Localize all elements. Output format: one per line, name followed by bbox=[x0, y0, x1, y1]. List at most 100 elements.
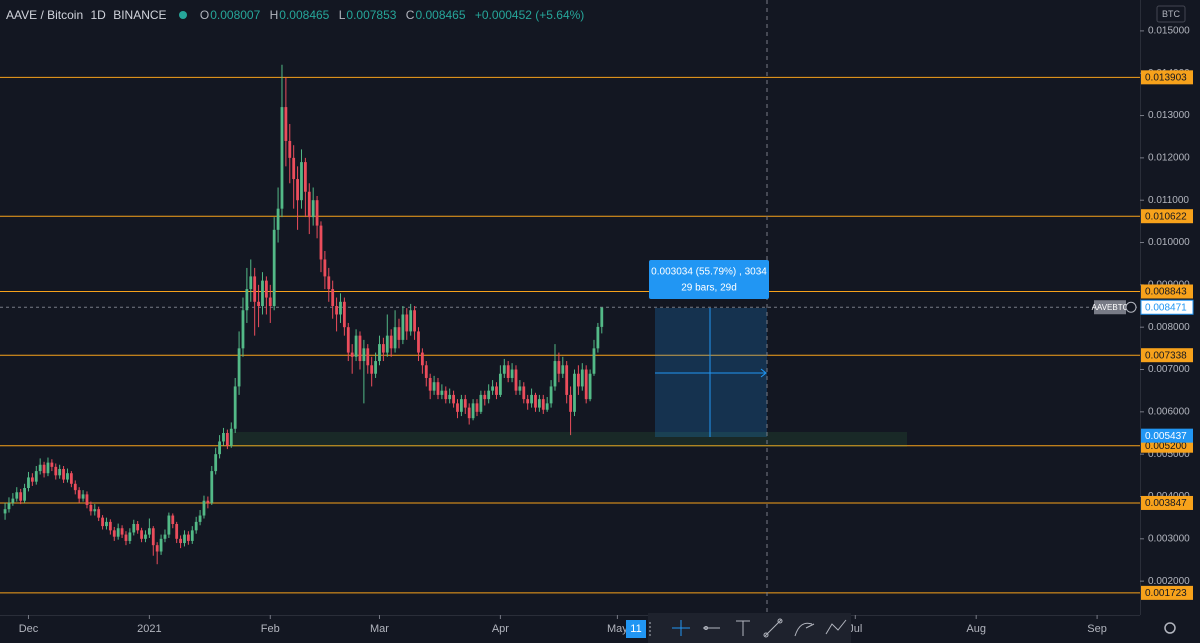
candle-body bbox=[292, 157, 296, 180]
candle-body bbox=[42, 464, 46, 474]
candle-body bbox=[136, 523, 140, 531]
ohlc-value: 0.008007 bbox=[210, 8, 261, 22]
currency-box bbox=[1156, 5, 1186, 23]
candle-body bbox=[34, 471, 38, 482]
candle-body bbox=[27, 477, 30, 489]
candle-body bbox=[420, 352, 424, 366]
y-tick-label: 0.005000 bbox=[1148, 449, 1190, 460]
candle-body bbox=[393, 327, 397, 349]
candle-body bbox=[405, 314, 409, 332]
candle-body bbox=[237, 348, 241, 387]
legend-header: AAVE / Bitcoin 1D BINANCE O0.008007 H0.0… bbox=[6, 8, 590, 22]
y-tick-label: 0.003000 bbox=[1148, 533, 1190, 544]
candle-body bbox=[241, 310, 245, 349]
candle-body bbox=[339, 301, 342, 315]
candle-body bbox=[346, 327, 350, 353]
plot-area bbox=[0, 64, 1140, 594]
candle-body bbox=[358, 335, 362, 362]
symbol: AAVE / Bitcoin bbox=[6, 8, 84, 22]
candle-body bbox=[381, 344, 385, 353]
candle-body bbox=[11, 498, 15, 503]
candle-body bbox=[588, 373, 592, 400]
candle-body bbox=[510, 369, 514, 378]
candle-body bbox=[354, 335, 358, 357]
candle-body bbox=[580, 369, 584, 387]
y-tick-label: 0.006000 bbox=[1148, 406, 1190, 417]
candle-body bbox=[522, 386, 526, 400]
candle-body bbox=[108, 521, 112, 531]
level-label-box bbox=[1141, 495, 1193, 510]
candle-body bbox=[444, 390, 448, 400]
level-label: 0.013903 bbox=[1145, 72, 1187, 83]
candle-body bbox=[112, 530, 116, 537]
y-tick-label: 0.008000 bbox=[1148, 322, 1190, 333]
candle-body bbox=[584, 369, 588, 400]
candle-body bbox=[600, 307, 604, 327]
candle-body bbox=[549, 386, 553, 404]
level-label-box bbox=[1141, 209, 1193, 224]
candle-body bbox=[261, 280, 264, 307]
candle-body bbox=[69, 473, 73, 484]
measure-text: 29 bars, 29d bbox=[681, 283, 737, 294]
candle-body bbox=[190, 530, 194, 541]
candle-body bbox=[93, 509, 97, 512]
measure-arrow bbox=[760, 368, 767, 378]
candle-body bbox=[288, 140, 292, 158]
candle-body bbox=[194, 521, 198, 531]
level-label: 0.001723 bbox=[1145, 588, 1187, 599]
ohlc-key: C bbox=[405, 8, 415, 22]
candle-body bbox=[58, 468, 62, 476]
settings-icon[interactable] bbox=[1164, 622, 1176, 634]
candle-body bbox=[155, 545, 159, 552]
candle-body bbox=[163, 534, 167, 539]
level-label: 0.008843 bbox=[1145, 287, 1187, 298]
symbol-tag: AAVEBTC bbox=[1092, 303, 1129, 312]
y-tick-label: 0.010000 bbox=[1148, 237, 1190, 248]
candle-body bbox=[417, 331, 420, 353]
candle-body bbox=[553, 361, 557, 387]
candle-body bbox=[280, 107, 284, 209]
candle-body bbox=[487, 390, 491, 400]
level-label-box bbox=[1141, 348, 1193, 363]
candle-body bbox=[385, 335, 389, 353]
candle-body bbox=[233, 386, 237, 429]
candle-body bbox=[479, 394, 483, 412]
candle-body bbox=[183, 534, 186, 544]
candle-body bbox=[38, 464, 42, 472]
candle-body bbox=[77, 490, 81, 499]
crosshair-label: 11 bbox=[630, 623, 641, 635]
plus-icon bbox=[1125, 301, 1137, 313]
candle-body bbox=[537, 399, 541, 408]
last-price-box bbox=[1140, 299, 1194, 315]
candle-body bbox=[300, 162, 303, 201]
candle-body bbox=[561, 365, 565, 374]
candle-body bbox=[62, 468, 65, 480]
measure-text: 0.003034 (55.79%) , 3034 bbox=[651, 267, 767, 278]
status-dot bbox=[178, 11, 187, 19]
crosshair-label-box bbox=[626, 620, 646, 638]
candle-body bbox=[159, 538, 163, 552]
candle-body bbox=[186, 534, 190, 541]
candle-body bbox=[409, 310, 413, 332]
candle-body bbox=[436, 382, 440, 395]
candle-body bbox=[218, 441, 221, 455]
candle-body bbox=[202, 500, 206, 516]
x-tick-label: Dec bbox=[19, 623, 39, 635]
y-tick-label: 0.015000 bbox=[1148, 26, 1190, 37]
candle-body bbox=[7, 502, 11, 510]
candle-body bbox=[272, 229, 276, 307]
candle-body bbox=[557, 361, 561, 374]
candle-body bbox=[210, 471, 214, 503]
candle-body bbox=[303, 162, 307, 192]
candle-body bbox=[257, 301, 260, 307]
candle-body bbox=[378, 344, 381, 362]
candle-body bbox=[97, 509, 101, 518]
candle-body bbox=[506, 365, 510, 378]
candle-body bbox=[15, 492, 19, 499]
candle-body bbox=[370, 365, 374, 374]
candle-body bbox=[401, 314, 405, 340]
candle-body bbox=[545, 403, 549, 410]
ohlc-key: H bbox=[269, 8, 279, 22]
